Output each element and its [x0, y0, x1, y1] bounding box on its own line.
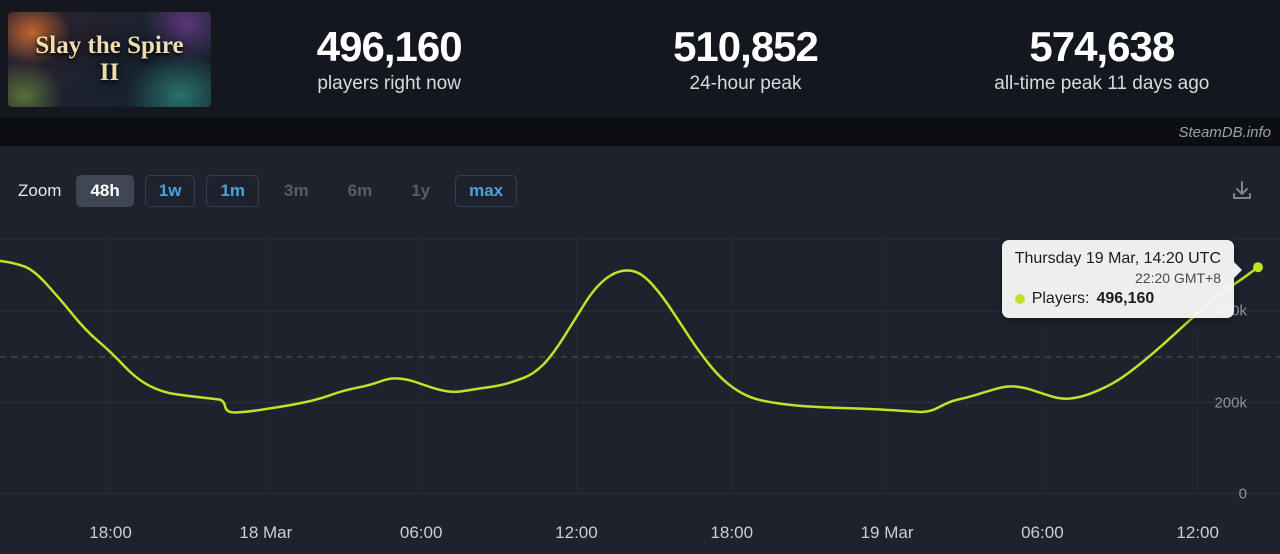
zoom-button-6m: 6m: [334, 175, 387, 207]
app-header: Slay the Spire II 496,160 players right …: [0, 0, 1280, 118]
stat-players-now: 496,160 players right now: [211, 23, 567, 95]
players-series-line: [0, 259, 1260, 414]
stat-label: players right now: [317, 73, 461, 95]
game-banner-image[interactable]: Slay the Spire II: [8, 11, 211, 107]
stat-value: 496,160: [316, 22, 463, 70]
chart-tooltip: Thursday 19 Mar, 14:20 UTC 22:20 GMT+8 P…: [1001, 240, 1242, 318]
zoom-button-1w[interactable]: 1w: [144, 175, 196, 207]
zoom-button-1y: 1y: [397, 175, 444, 207]
zoom-button-48h[interactable]: 48h: [76, 175, 134, 207]
tooltip-callout-arrow: [1234, 262, 1242, 278]
series-color-dot: [1014, 293, 1025, 304]
y-axis-label: 0: [1238, 485, 1247, 503]
stat-value: 510,852: [673, 22, 819, 70]
game-logo-text: Slay the Spire II: [35, 32, 184, 86]
x-axis-label: 12:00: [1176, 523, 1219, 542]
zoom-toolbar: Zoom 48h 1w 1m 3m 6m 1y max: [18, 172, 1254, 210]
stat-label: all-time peak 11 days ago: [994, 73, 1210, 95]
chart-panel: Zoom 48h 1w 1m 3m 6m 1y max 400k200k0 18…: [0, 172, 1280, 554]
stat-value: 574,638: [1029, 22, 1175, 70]
tooltip-players-value: 496,160: [1096, 290, 1155, 307]
y-axis-label: 200k: [1214, 394, 1247, 412]
hover-point-marker: [1253, 262, 1263, 273]
stat-label: 24-hour peak: [689, 73, 802, 95]
tooltip-datetime-utc: Thursday 19 Mar, 14:20 UTC: [1014, 250, 1221, 267]
download-chart-icon[interactable]: [1230, 179, 1254, 203]
steamdb-watermark: SteamDB.info: [1178, 123, 1271, 141]
player-stats: 496,160 players right now 510,852 24-hou…: [211, 23, 1280, 95]
stat-alltime-peak: 574,638 all-time peak 11 days ago: [924, 23, 1280, 95]
tooltip-datetime-local: 22:20 GMT+8: [1135, 270, 1221, 286]
zoom-button-3m: 3m: [270, 175, 323, 207]
zoom-button-max[interactable]: max: [455, 175, 518, 207]
x-axis-label: 18:00: [710, 523, 754, 542]
x-axis-label: 12:00: [555, 523, 598, 542]
x-axis-label: 19 Mar: [860, 523, 914, 542]
x-axis-label: 18 Mar: [239, 523, 293, 542]
x-axis: 18:00 18 Mar 06:00 12:00 18:00 19 Mar 06:00 12:…: [0, 522, 1280, 544]
tooltip-players-row: Players: 496,160: [1014, 287, 1221, 310]
branding-bar: SteamDB.info: [0, 118, 1280, 146]
x-axis-label: 18:00: [89, 523, 132, 542]
zoom-button-1m[interactable]: 1m: [206, 175, 260, 207]
x-axis-label: 06:00: [1021, 523, 1064, 542]
x-axis-label: 06:00: [399, 523, 443, 542]
tooltip-series-label: Players:: [1031, 290, 1090, 307]
zoom-label: Zoom: [18, 181, 62, 200]
stat-24h-peak: 510,852 24-hour peak: [567, 23, 923, 95]
